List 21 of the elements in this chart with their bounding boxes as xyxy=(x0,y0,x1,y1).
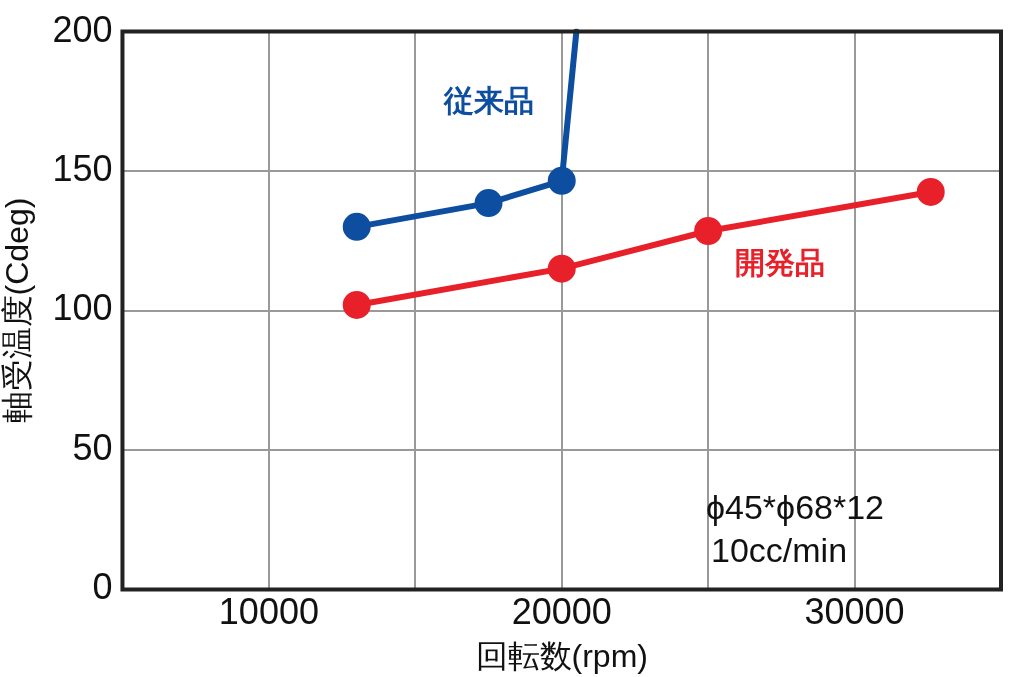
point xyxy=(547,166,576,195)
series-label: 従来品 xyxy=(442,84,534,118)
x-tick-label: 10000 xyxy=(218,590,319,632)
x-axis-title: 回転数(rpm) xyxy=(475,637,648,674)
y-tick-label: 0 xyxy=(92,566,113,608)
y-tick-label: 100 xyxy=(52,287,113,329)
point xyxy=(474,189,503,218)
x-tick-label: 20000 xyxy=(511,590,612,632)
point xyxy=(694,217,723,246)
y-tick-label: 150 xyxy=(52,147,113,189)
annotation: 10cc/min xyxy=(711,530,848,569)
point xyxy=(342,290,371,319)
x-tick-label: 30000 xyxy=(804,590,905,632)
point xyxy=(547,254,576,283)
series-label: 開発品 xyxy=(735,246,826,280)
y-tick-label: 50 xyxy=(72,426,113,468)
y-tick-label: 200 xyxy=(52,8,113,50)
annotation: ϕ45*ϕ68*12 xyxy=(706,487,885,526)
point xyxy=(916,177,945,206)
y-axis-title: 軸受温度(Cdeg) xyxy=(0,197,36,424)
point xyxy=(342,212,371,241)
